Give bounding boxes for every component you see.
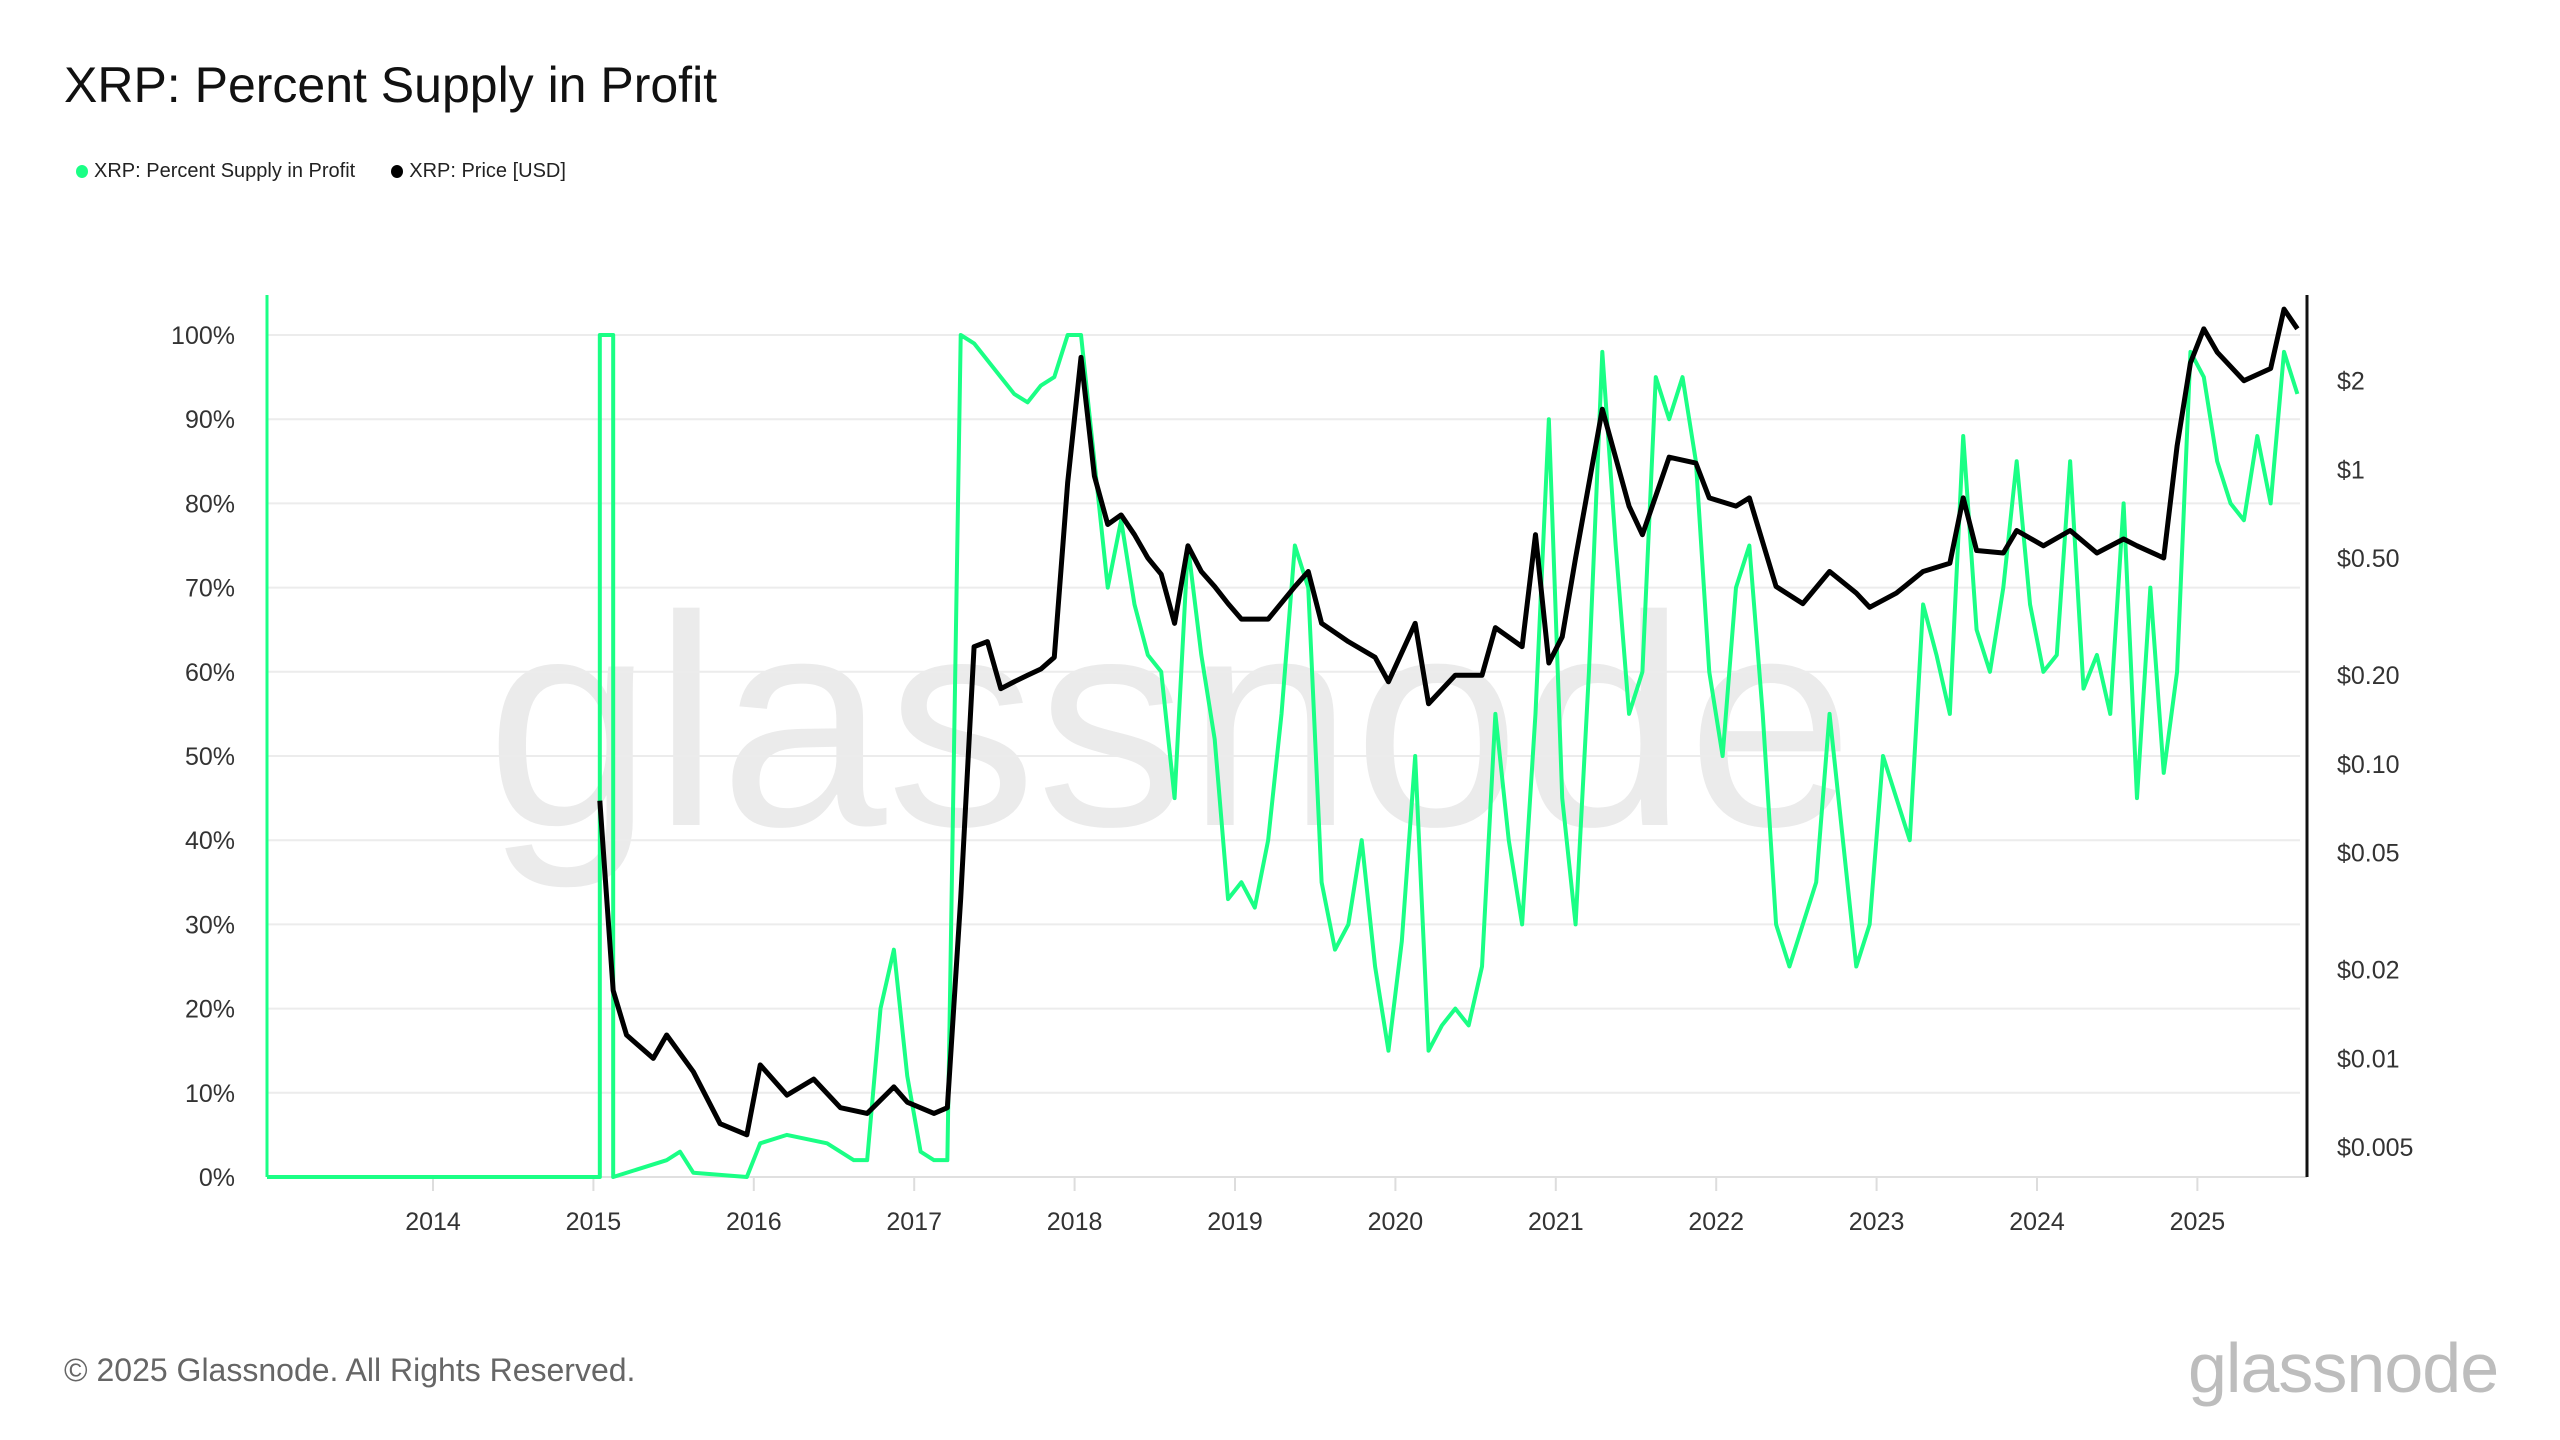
y-left-tick-label: 80% (185, 490, 235, 518)
x-tick-label: 2018 (1047, 1208, 1103, 1236)
y-left-tick-label: 0% (199, 1164, 235, 1192)
legend-item-price[interactable]: XRP: Price [USD] (391, 160, 566, 183)
y-right-tick-label: $0.10 (2337, 751, 2400, 779)
y-right-tick-label: $1 (2337, 456, 2365, 484)
legend-dot-black (391, 165, 404, 178)
x-tick-label: 2023 (1849, 1208, 1905, 1236)
legend-item-supply-in-profit[interactable]: XRP: Percent Supply in Profit (76, 160, 355, 183)
x-tick-label: 2019 (1207, 1208, 1263, 1236)
y-left-tick-label: 10% (185, 1080, 235, 1108)
y-right-tick-label: $0.20 (2337, 662, 2400, 690)
y-left-tick-label: 20% (185, 996, 235, 1024)
x-tick-label: 2022 (1688, 1208, 1744, 1236)
x-tick-label: 2015 (566, 1208, 622, 1236)
y-right-tick-label: $0.50 (2337, 545, 2400, 573)
x-tick-label: 2014 (405, 1208, 461, 1236)
x-tick-label: 2017 (886, 1208, 942, 1236)
y-right-tick-label: $2 (2337, 368, 2365, 396)
x-tick-label: 2016 (726, 1208, 782, 1236)
y-left-tick-label: 40% (185, 827, 235, 855)
y-left-tick-label: 70% (185, 575, 235, 603)
x-tick-label: 2021 (1528, 1208, 1584, 1236)
copyright-footer: © 2025 Glassnode. All Rights Reserved. (64, 1352, 636, 1388)
y-left-tick-label: 30% (185, 911, 235, 939)
y-right-tick-label: $0.01 (2337, 1045, 2400, 1073)
legend-dot-green (76, 165, 88, 178)
x-tick-label: 2024 (2009, 1208, 2065, 1236)
legend: XRP: Percent Supply in Profit XRP: Price… (76, 160, 566, 183)
y-right-tick-label: $0.05 (2337, 840, 2400, 868)
y-right-tick-label: $0.02 (2337, 957, 2400, 985)
legend-label: XRP: Price [USD] (409, 160, 566, 182)
chart-title: XRP: Percent Supply in Profit (64, 57, 718, 113)
series-line-supply-in-profit (267, 333, 2300, 1179)
x-tick-label: 2025 (2170, 1208, 2226, 1236)
glassnode-logo: glassnode (2188, 1329, 2499, 1407)
y-left-tick-label: 90% (185, 406, 235, 434)
x-tick-label: 2020 (1368, 1208, 1424, 1236)
y-left-tick-label: 60% (185, 659, 235, 687)
y-right-tick-label: $0.005 (2337, 1134, 2413, 1162)
y-left-tick-label: 100% (171, 322, 235, 350)
series-line-price (597, 306, 2300, 1138)
y-left-tick-label: 50% (185, 743, 235, 771)
legend-label: XRP: Percent Supply in Profit (94, 160, 356, 182)
